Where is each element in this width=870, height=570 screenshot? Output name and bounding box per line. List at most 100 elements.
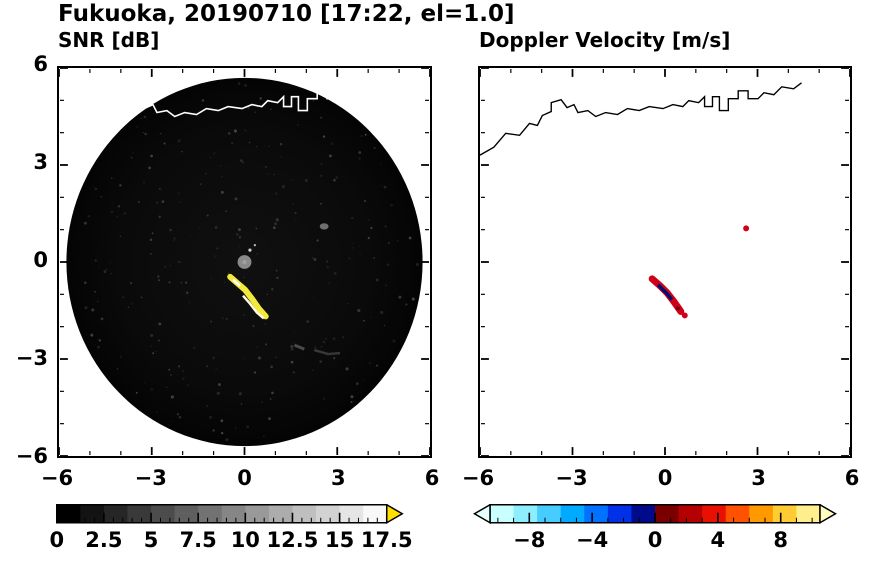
snr-colorbar-tick-label: 12.5: [266, 528, 319, 552]
noise-dot: [266, 293, 269, 296]
noise-dot: [111, 177, 113, 179]
noise-dot: [150, 154, 153, 158]
noise-dot: [143, 115, 147, 119]
noise-dot: [327, 281, 331, 285]
noise-dot: [116, 215, 119, 218]
red-echo-speck: [743, 225, 750, 232]
noise-dot: [217, 383, 221, 387]
noise-dot: [255, 227, 258, 230]
noise-dot: [225, 438, 229, 441]
noise-dot: [306, 320, 309, 323]
noise-dot: [263, 322, 267, 326]
noise-dot: [362, 379, 365, 381]
noise-dot: [200, 183, 202, 185]
noise-dot: [360, 135, 363, 137]
noise-dot: [169, 228, 172, 232]
noise-dot: [252, 324, 255, 327]
noise-dot: [210, 156, 212, 159]
noise-dot: [149, 238, 153, 241]
snr-colorbar-tick-label: 0: [49, 528, 65, 552]
noise-dot: [279, 142, 283, 146]
noise-dot: [364, 133, 367, 136]
noise-dot: [150, 334, 154, 338]
noise-dot: [290, 347, 294, 351]
noise-dot: [176, 413, 180, 416]
snr-colorbar-tick-label: 7.5: [179, 528, 217, 552]
noise-dot: [178, 415, 182, 419]
noise-dot: [326, 266, 329, 269]
noise-dot: [135, 391, 138, 394]
noise-dot: [123, 212, 127, 215]
noise-dot: [244, 129, 247, 132]
velocity-colorbar-tick-label: 0: [647, 528, 663, 552]
noise-dot: [268, 145, 270, 147]
noise-dot: [188, 301, 191, 304]
noise-dot: [216, 391, 220, 395]
noise-dot: [238, 228, 241, 232]
velocity-colorbar-tick-label: −4: [576, 528, 609, 552]
noise-dot: [94, 290, 96, 293]
noise-dot: [178, 192, 180, 194]
noise-dot: [156, 411, 158, 413]
gray-echo-speck: [319, 223, 329, 230]
noise-dot: [294, 211, 297, 215]
noise-dot: [238, 392, 242, 396]
noise-dot: [302, 289, 305, 292]
noise-dot: [220, 190, 224, 194]
noise-dot: [173, 237, 176, 240]
noise-dot: [342, 336, 344, 338]
noise-dot: [116, 368, 119, 370]
x-tick-label-left: 6: [424, 466, 440, 490]
noise-dot: [319, 360, 322, 363]
noise-dot: [258, 129, 261, 131]
noise-dot: [136, 126, 138, 128]
noise-dot: [161, 200, 165, 203]
noise-dot: [367, 236, 370, 240]
noise-dot: [270, 365, 273, 369]
noise-dot: [320, 163, 323, 165]
noise-dot: [144, 132, 148, 136]
noise-dot: [158, 187, 161, 190]
noise-dot: [292, 202, 294, 205]
noise-dot: [224, 281, 226, 283]
noise-dot: [149, 252, 152, 255]
y-tick-label: −6: [15, 444, 48, 468]
velocity-colorbar: [473, 504, 837, 525]
noise-dot: [293, 330, 296, 332]
noise-dot: [155, 350, 157, 353]
noise-dot: [281, 185, 285, 189]
snr-colorbar-tick-label: 5: [143, 528, 159, 552]
noise-dot: [159, 132, 162, 135]
noise-dot: [230, 141, 234, 145]
noise-dot: [98, 339, 101, 342]
noise-dot: [130, 282, 133, 285]
noise-dot: [182, 377, 185, 380]
noise-dot: [383, 185, 387, 189]
noise-dot: [261, 401, 263, 403]
noise-dot: [150, 345, 153, 348]
noise-dot: [275, 356, 277, 359]
noise-dot: [320, 202, 322, 205]
noise-dot: [143, 181, 145, 184]
noise-dot: [253, 371, 257, 374]
noise-dot: [276, 276, 279, 279]
noise-dot: [168, 368, 171, 371]
noise-dot: [388, 242, 390, 244]
noise-dot: [330, 142, 334, 146]
noise-dot: [263, 145, 266, 147]
noise-dot: [181, 151, 183, 153]
noise-dot: [311, 369, 314, 372]
x-tick-label-right: 3: [751, 466, 766, 490]
noise-dot: [356, 382, 359, 385]
noise-dot: [242, 314, 245, 316]
noise-dot: [348, 257, 351, 260]
noise-dot: [93, 186, 95, 188]
noise-dot: [220, 419, 224, 423]
noise-dot: [390, 203, 393, 207]
noise-dot: [84, 221, 87, 225]
noise-dot: [177, 365, 181, 368]
noise-dot: [364, 200, 366, 203]
snr-panel-title: SNR [dB]: [58, 28, 160, 52]
noise-dot: [209, 415, 213, 419]
noise-dot: [171, 308, 174, 310]
